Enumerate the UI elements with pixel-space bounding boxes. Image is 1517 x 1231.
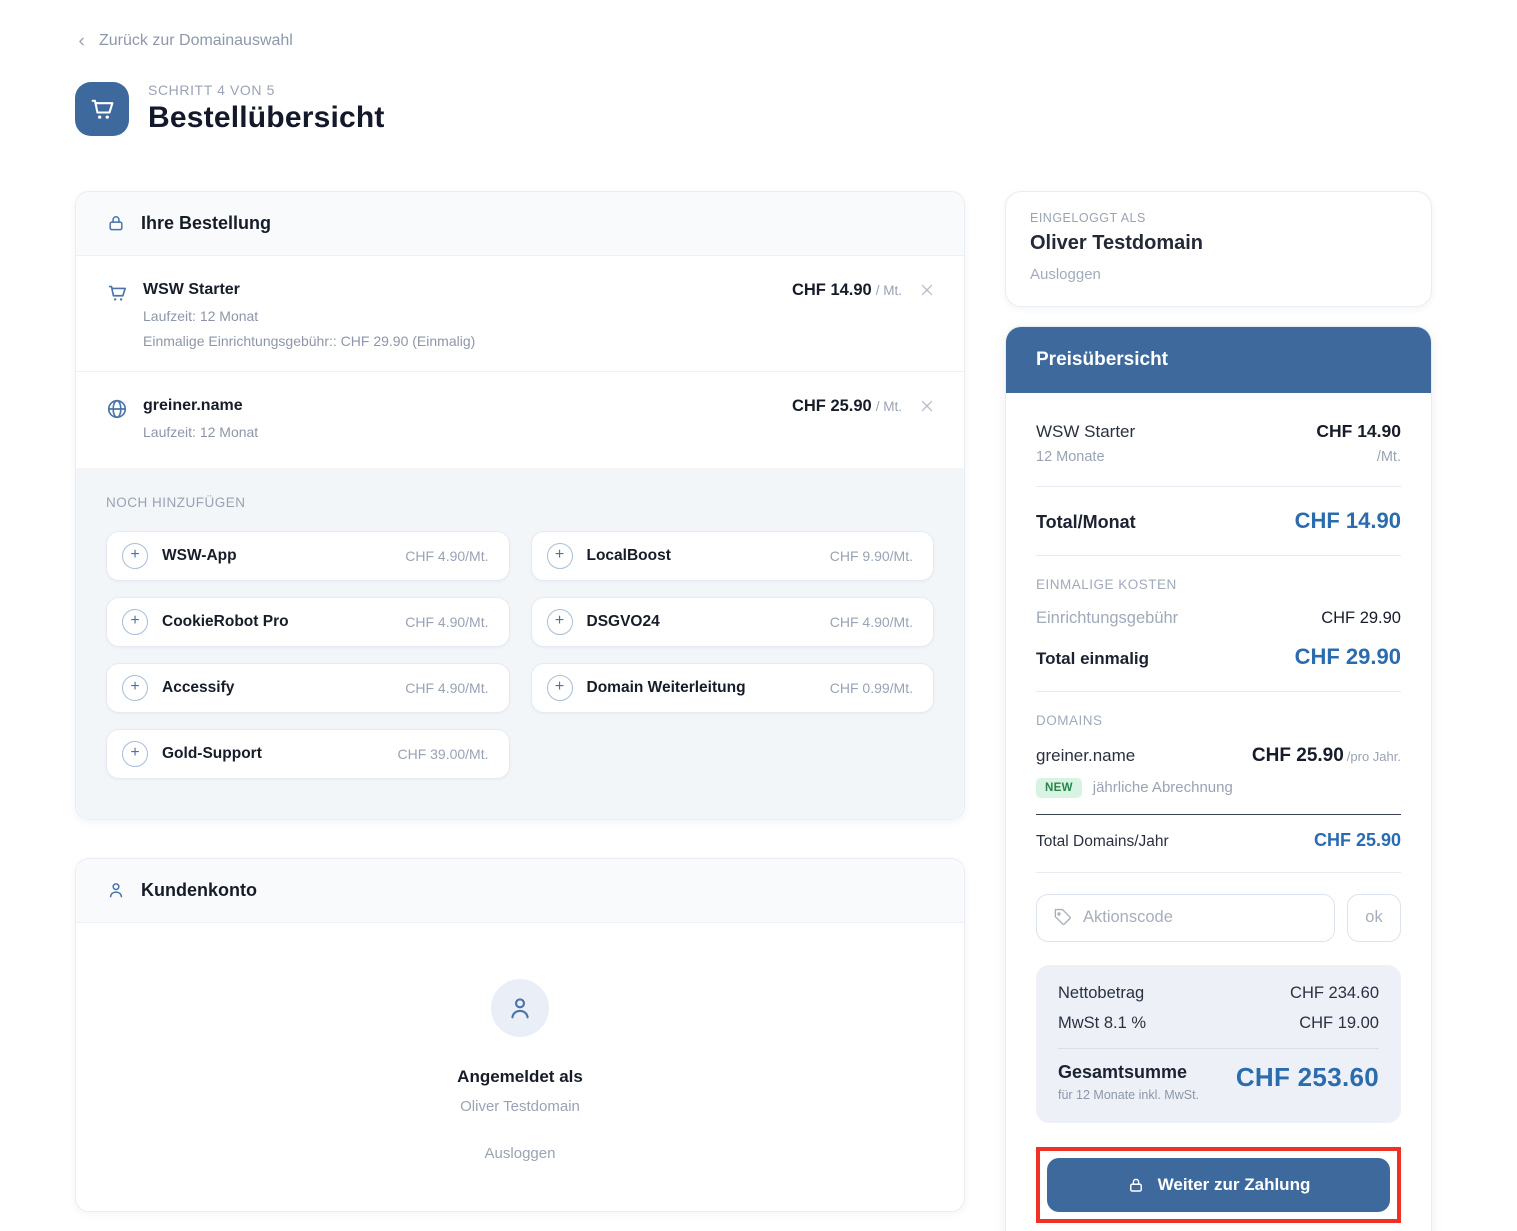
domains-section-label: DOMAINS xyxy=(1036,712,1103,728)
back-to-domain-selection-link[interactable]: Zurück zur Domainauswahl xyxy=(75,32,293,50)
order-card: Ihre Bestellung WSW Starter Laufzeit: 12… xyxy=(75,190,965,820)
domain-billing-note: jährliche Abrechnung xyxy=(1092,779,1233,796)
addons-section: NOCH HINZUFÜGEN + WSW-App CHF 4.90/Mt. +… xyxy=(76,467,964,819)
item-setup-fee: Einmalige Einrichtungsgebühr:: CHF 29.90… xyxy=(143,332,476,349)
remove-item-icon[interactable] xyxy=(918,281,936,299)
lock-icon xyxy=(106,213,126,233)
domain-price: CHF 25.90/pro Jahr. xyxy=(1251,744,1401,766)
lock-icon xyxy=(1127,1176,1145,1194)
order-card-header: Ihre Bestellung xyxy=(76,191,964,256)
order-item-domain: greiner.name Laufzeit: 12 Monat CHF 25.9… xyxy=(76,370,964,462)
addon-cookierobot-pro[interactable]: + CookieRobot Pro CHF 4.90/Mt. xyxy=(106,596,510,647)
total-domains-value: CHF 25.90 xyxy=(1313,829,1401,850)
new-badge: NEW xyxy=(1036,777,1082,798)
logout-link[interactable]: Ausloggen xyxy=(484,1144,556,1162)
step-header: SCHRITT 4 VON 5 Bestellübersicht xyxy=(75,81,1432,136)
session-card: EINGELOGGT ALS Oliver Testdomain Auslogg… xyxy=(1005,190,1432,307)
avatar xyxy=(491,978,549,1037)
page-title: Bestellübersicht xyxy=(148,101,385,134)
price-overview-card: Preisübersicht WSW Starter CHF 14.90 12 … xyxy=(1005,325,1432,1231)
account-card-header: Kundenkonto xyxy=(76,858,964,923)
item-price: CHF 25.90/ Mt. xyxy=(791,396,902,415)
grand-total-note: für 12 Monate inkl. MwSt. xyxy=(1058,1087,1200,1102)
item-term: Laufzeit: 12 Monat xyxy=(143,307,259,324)
customer-account-card: Kundenkonto Angemeldet als Oliver Testdo… xyxy=(75,857,965,1212)
addon-gold-support[interactable]: + Gold-Support CHF 39.00/Mt. xyxy=(106,728,510,779)
addon-wsw-app[interactable]: + WSW-App CHF 4.90/Mt. xyxy=(106,530,510,581)
total-domains-label: Total Domains/Jahr xyxy=(1036,832,1169,850)
onetime-section-label: EINMALIGE KOSTEN xyxy=(1036,576,1177,592)
promo-submit-button[interactable]: ok xyxy=(1347,893,1401,942)
net-label: Nettobetrag xyxy=(1058,983,1145,1002)
continue-to-payment-button[interactable]: Weiter zur Zahlung xyxy=(1047,1157,1390,1212)
order-card-title: Ihre Bestellung xyxy=(141,212,272,233)
tag-icon xyxy=(1053,908,1072,927)
vat-value: CHF 19.00 xyxy=(1299,1013,1379,1032)
remove-item-icon[interactable] xyxy=(918,397,936,415)
cart-icon xyxy=(106,282,128,309)
totals-summary: Nettobetrag CHF 234.60 MwSt 8.1 % CHF 19… xyxy=(1036,964,1401,1123)
vat-label: MwSt 8.1 % xyxy=(1058,1013,1147,1032)
plus-icon: + xyxy=(122,542,148,569)
addon-localboost[interactable]: + LocalBoost CHF 9.90/Mt. xyxy=(530,530,934,581)
item-name: WSW Starter xyxy=(143,280,240,298)
session-label: EINGELOGGT ALS xyxy=(1030,210,1146,225)
plan-price: CHF 14.90 xyxy=(1316,420,1401,441)
step-label: SCHRITT 4 VON 5 xyxy=(148,82,275,98)
total-month-value: CHF 14.90 xyxy=(1294,507,1401,533)
addons-title: NOCH HINZUFÜGEN xyxy=(106,494,246,510)
logged-in-as-label: Angemeldet als xyxy=(457,1066,583,1086)
addon-accessify[interactable]: + Accessify CHF 4.90/Mt. xyxy=(106,662,510,713)
plan-name: WSW Starter xyxy=(1036,421,1136,441)
chevron-left-icon xyxy=(75,35,88,48)
account-card-title: Kundenkonto xyxy=(141,879,257,900)
account-user-name: Oliver Testdomain xyxy=(460,1097,580,1115)
plan-term: 12 Monate xyxy=(1036,448,1105,465)
plus-icon: + xyxy=(122,674,148,701)
person-icon xyxy=(106,880,126,900)
order-item-wsw-starter: WSW Starter Laufzeit: 12 Monat Einmalige… xyxy=(76,256,964,371)
logout-link[interactable]: Ausloggen xyxy=(1030,265,1101,283)
addon-dsgvo24[interactable]: + DSGVO24 CHF 4.90/Mt. xyxy=(530,596,934,647)
total-onetime-value: CHF 29.90 xyxy=(1294,643,1401,669)
back-link-label: Zurück zur Domainauswahl xyxy=(99,32,293,49)
price-card-title: Preisübersicht xyxy=(1006,326,1431,393)
globe-icon xyxy=(106,398,128,425)
setup-fee-label: Einrichtungsgebühr xyxy=(1036,608,1179,627)
net-value: CHF 234.60 xyxy=(1290,983,1379,1002)
item-name: greiner.name xyxy=(143,396,243,414)
promo-code-field xyxy=(1036,893,1335,942)
total-onetime-label: Total einmalig xyxy=(1036,648,1150,668)
promo-code-input[interactable] xyxy=(1083,908,1318,927)
setup-fee-value: CHF 29.90 xyxy=(1321,608,1401,627)
plus-icon: + xyxy=(122,740,148,767)
session-user-name: Oliver Testdomain xyxy=(1030,231,1204,254)
total-month-label: Total/Monat xyxy=(1036,511,1136,532)
grand-total-value: CHF 253.60 xyxy=(1235,1061,1379,1092)
plus-icon: + xyxy=(546,542,573,569)
annotation-highlight-box: Weiter zur Zahlung xyxy=(1036,1146,1401,1223)
cart-icon xyxy=(75,81,129,136)
plus-icon: + xyxy=(546,674,573,701)
plus-icon: + xyxy=(122,608,148,635)
item-price: CHF 14.90/ Mt. xyxy=(791,280,902,299)
grand-total-label: Gesamtsumme xyxy=(1058,1061,1188,1082)
plan-price-unit: /Mt. xyxy=(1376,448,1401,465)
item-term: Laufzeit: 12 Monat xyxy=(143,423,259,440)
plus-icon: + xyxy=(546,608,573,635)
addon-domain-weiterleitung[interactable]: + Domain Weiterleitung CHF 0.99/Mt. xyxy=(530,662,934,713)
domain-name: greiner.name xyxy=(1036,745,1136,765)
